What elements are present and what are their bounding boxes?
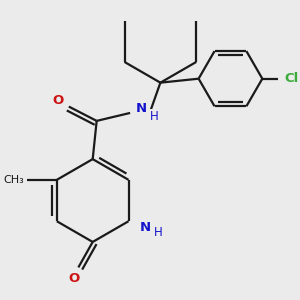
Text: CH₃: CH₃: [3, 175, 24, 185]
Text: H: H: [154, 226, 162, 239]
Text: N: N: [136, 102, 147, 116]
Text: H: H: [150, 110, 158, 123]
Text: O: O: [69, 272, 80, 285]
Text: CH₃: CH₃: [3, 175, 24, 185]
Text: O: O: [52, 94, 63, 107]
Text: N: N: [140, 221, 151, 234]
Text: N: N: [136, 102, 147, 116]
Text: Cl: Cl: [285, 72, 299, 85]
Text: N: N: [140, 221, 151, 234]
Text: Cl: Cl: [285, 72, 299, 85]
Text: H: H: [150, 110, 158, 123]
Text: O: O: [69, 272, 80, 285]
Text: H: H: [154, 226, 162, 239]
Text: O: O: [52, 94, 63, 107]
